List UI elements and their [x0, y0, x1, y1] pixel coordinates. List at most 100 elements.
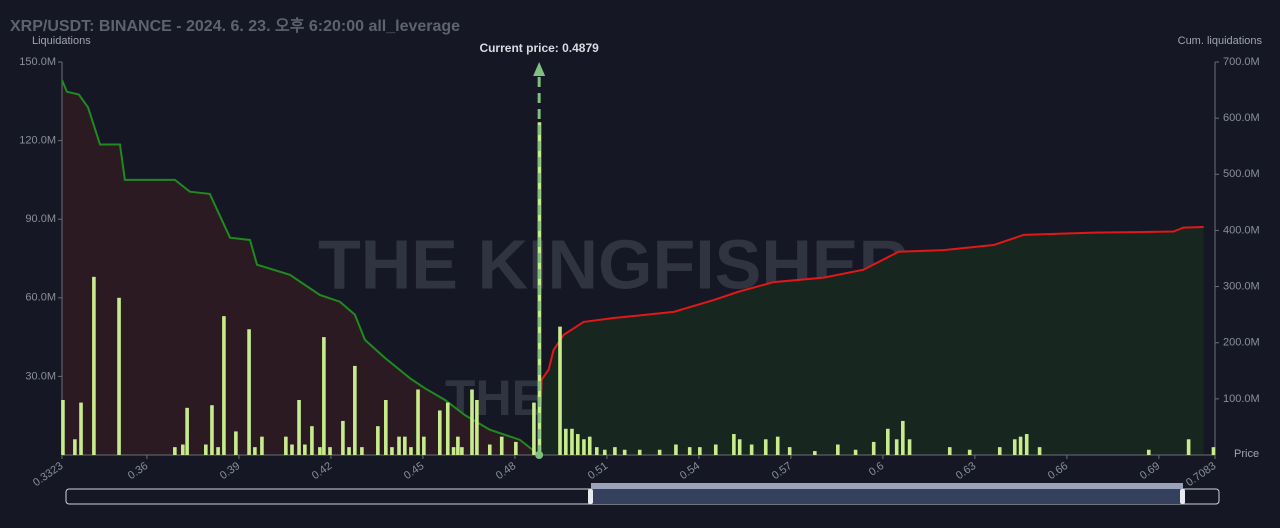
bar — [247, 329, 251, 455]
bar — [749, 444, 754, 455]
bar — [253, 447, 257, 455]
x-axis-label: Price — [1234, 448, 1259, 460]
bar — [470, 389, 474, 455]
scrollbar-handle[interactable] — [1180, 489, 1185, 504]
bar — [487, 444, 492, 455]
bar — [853, 449, 858, 455]
bar — [1012, 439, 1017, 455]
bar — [310, 426, 314, 455]
bar — [297, 399, 301, 455]
x-tick-label: 0.36 — [126, 460, 150, 482]
bar — [360, 447, 364, 455]
bar — [73, 439, 77, 455]
bar — [61, 399, 65, 455]
bar — [894, 439, 899, 455]
bar — [575, 434, 580, 455]
scrollbar-thumb[interactable] — [591, 489, 1183, 504]
x-tick-label: 0.39 — [218, 460, 242, 482]
bar — [587, 436, 592, 455]
bar — [403, 436, 407, 455]
current-price-label: Current price: 0.4879 — [479, 41, 599, 55]
y2-tick-label: 200.0M — [1223, 337, 1260, 349]
y-axis-label: Liquidations — [32, 35, 91, 47]
bar — [871, 441, 876, 455]
x-tick-label: 0.6 — [867, 460, 886, 479]
chart-title: XRP/USDT: BINANCE - 2024. 6. 23. 오후 6:20… — [10, 16, 460, 35]
bar — [737, 439, 742, 455]
bar — [353, 365, 357, 455]
bar — [216, 447, 220, 455]
bar — [901, 420, 905, 455]
bar — [409, 447, 413, 455]
y2-tick-label: 400.0M — [1223, 224, 1260, 236]
y-tick-label: 120.0M — [19, 135, 56, 147]
bar — [997, 447, 1002, 455]
bar — [698, 447, 702, 455]
bar — [564, 428, 568, 455]
bar — [732, 434, 736, 455]
scrollbar-handle[interactable] — [588, 489, 593, 504]
bar — [582, 439, 586, 455]
bar — [1146, 449, 1151, 455]
bar — [1024, 434, 1029, 455]
y2-tick-label: 700.0M — [1223, 56, 1260, 68]
x-tick-label: 0.7083 — [1184, 460, 1218, 489]
current-price-arrow — [533, 62, 546, 76]
bar — [445, 402, 450, 455]
bar — [622, 449, 627, 455]
x-tick-label: 0.51 — [586, 460, 610, 482]
y-tick-label: 60.0M — [25, 292, 56, 304]
y-tick-label: 30.0M — [25, 370, 56, 382]
bar — [475, 399, 479, 455]
bar — [1186, 439, 1191, 455]
bar — [204, 444, 208, 455]
y-tick-label: 90.0M — [25, 213, 56, 225]
bar — [451, 447, 456, 455]
bar — [514, 441, 518, 455]
x-tick-label: 0.48 — [494, 460, 518, 482]
bar — [92, 276, 96, 455]
y2-tick-label: 300.0M — [1223, 280, 1260, 292]
plot-background: THE KINGFISHER.IOTHE KINGFISHER.IO — [62, 79, 1204, 456]
bar — [456, 436, 460, 455]
bar — [376, 426, 380, 455]
bar — [1018, 436, 1023, 455]
bar — [499, 436, 504, 455]
bar — [570, 428, 574, 455]
bar — [384, 399, 388, 455]
bar — [303, 444, 307, 455]
bar — [594, 447, 599, 455]
bar — [947, 447, 952, 455]
bar — [532, 402, 536, 455]
bar — [657, 449, 662, 455]
bar — [341, 420, 345, 455]
bar — [284, 436, 288, 455]
bar — [602, 449, 607, 455]
bar — [210, 405, 214, 455]
bar — [416, 389, 420, 455]
bar — [813, 451, 817, 455]
bar — [967, 449, 972, 455]
bar — [886, 428, 890, 455]
cum-line — [61, 79, 540, 456]
cum-area — [539, 227, 1204, 455]
x-tick-label: 0.69 — [1138, 460, 1162, 482]
bar — [763, 439, 768, 455]
bar — [117, 297, 121, 455]
bar — [687, 447, 692, 455]
scrollbar[interactable] — [65, 483, 1220, 505]
bar — [1211, 447, 1216, 455]
bar — [787, 447, 792, 455]
cum-line — [538, 226, 1204, 456]
bar — [185, 407, 189, 455]
bar — [347, 447, 351, 455]
y2-tick-label: 600.0M — [1223, 112, 1260, 124]
bar — [181, 444, 185, 455]
bar — [674, 444, 678, 455]
bar — [397, 436, 401, 455]
bar — [437, 410, 442, 455]
bar — [775, 436, 780, 455]
bar — [222, 316, 226, 455]
x-tick-label: 0.3323 — [31, 460, 65, 489]
y2-tick-label: 500.0M — [1223, 168, 1260, 180]
